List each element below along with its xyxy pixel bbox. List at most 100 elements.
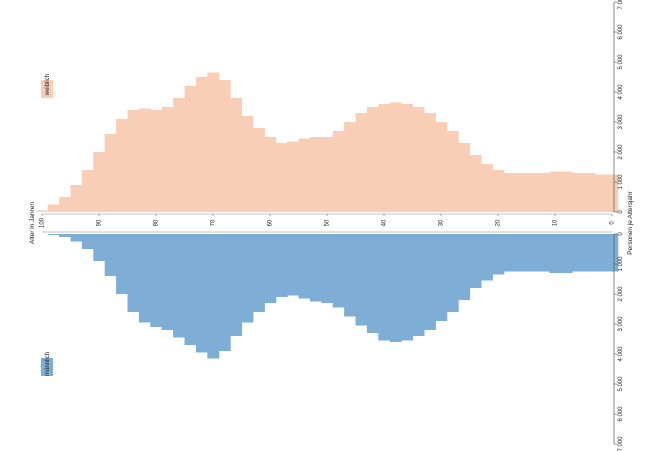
age-tick-label: 40 — [382, 219, 388, 226]
female-bar — [412, 107, 425, 212]
male-bar — [480, 234, 493, 281]
female-bar — [127, 110, 140, 212]
value-tick-label: 0 — [618, 232, 624, 236]
male-bar — [344, 234, 357, 317]
male-bar — [230, 234, 243, 336]
female-bar — [47, 204, 60, 212]
value-axis-right: 0 1 000 2 000 3 000 4 000 5 000 6 000 7 000 0 1 0… — [613, 0, 624, 451]
value-tick-label: 3 000 — [618, 316, 624, 332]
female-bar — [218, 80, 231, 212]
male-bar — [423, 234, 436, 330]
male-bar — [401, 234, 414, 341]
male-bar — [275, 234, 288, 297]
age-tick-label: 20 — [496, 219, 502, 226]
male-bar — [298, 234, 311, 299]
female-bar — [503, 173, 516, 212]
female-bar — [583, 173, 596, 212]
value-tick-label: 4 000 — [618, 346, 624, 362]
axis-labels: Alter in Jahren Personen je Altersjahr — [29, 190, 634, 254]
male-bar — [366, 234, 379, 333]
age-tick-label: 80 — [154, 219, 160, 226]
male-bar — [127, 234, 140, 312]
female-bar — [93, 152, 106, 212]
male-bar — [173, 234, 186, 338]
value-tick-label: 6 000 — [618, 406, 624, 422]
female-bar — [480, 164, 493, 212]
legend: weiblich männlich — [41, 74, 53, 376]
female-bar — [70, 185, 83, 212]
age-tick-label: 50 — [325, 219, 331, 226]
female-bar — [355, 113, 368, 212]
age-tick-label: 30 — [439, 219, 445, 226]
female-bar — [594, 174, 607, 212]
male-bar — [241, 234, 254, 323]
female-bar — [435, 122, 448, 212]
male-bar — [583, 234, 596, 272]
male-bar — [218, 234, 231, 351]
male-bar — [47, 234, 60, 235]
female-bar — [572, 173, 585, 212]
female-bar — [81, 170, 94, 212]
male-bar — [549, 234, 562, 273]
female-bar — [275, 143, 288, 212]
male-bar — [252, 234, 265, 312]
male-bar — [435, 234, 448, 321]
male-bar — [81, 234, 94, 249]
female-bar — [184, 86, 197, 212]
male-bar — [116, 234, 129, 294]
legend-swatch — [41, 358, 53, 376]
male-bar — [59, 234, 72, 237]
male-bar — [264, 234, 277, 303]
female-bar — [560, 171, 573, 212]
female-bar — [241, 116, 254, 212]
female-bar — [195, 77, 208, 212]
female-bar — [606, 174, 619, 212]
male-bar — [355, 234, 368, 326]
value-tick-label: 1 000 — [618, 174, 624, 190]
value-tick-label: 4 000 — [618, 84, 624, 100]
female-bar — [138, 108, 151, 212]
male-bar — [321, 234, 334, 303]
female-bar — [344, 122, 357, 212]
female-bar — [549, 171, 562, 212]
age-tick-label: 10 — [553, 219, 559, 226]
male-bar — [560, 234, 573, 273]
value-axis-title: Personen je Altersjahr — [627, 190, 634, 254]
female-bar — [537, 173, 550, 212]
male-bar — [594, 234, 607, 272]
female-bar — [116, 119, 129, 212]
male-bar — [572, 234, 585, 272]
male-bar — [458, 234, 471, 300]
female-bar — [492, 170, 505, 212]
male-bar — [104, 234, 117, 276]
female-bar — [378, 104, 391, 212]
female-bar — [423, 113, 436, 212]
female-bar — [446, 131, 459, 212]
female-bar — [230, 98, 243, 212]
female-bar — [515, 173, 528, 212]
legend-swatch — [41, 80, 53, 98]
female-bar — [150, 110, 163, 212]
age-tick-label: 70 — [211, 219, 217, 226]
female-bar — [469, 155, 482, 212]
value-tick-label: 2 000 — [618, 144, 624, 160]
female-bar — [104, 134, 117, 212]
male-bar — [503, 234, 516, 272]
value-tick-label: 5 000 — [618, 54, 624, 70]
value-tick-label: 0 — [618, 210, 624, 214]
female-bar — [526, 173, 539, 212]
value-tick-label: 5 000 — [618, 376, 624, 392]
female-bar — [321, 137, 334, 212]
male-bar — [93, 234, 106, 261]
female-bar — [252, 128, 265, 212]
female-bar — [207, 72, 220, 212]
legend-label: weiblich — [45, 74, 51, 96]
male-bar — [412, 234, 425, 336]
age-axis-title: Alter in Jahren — [29, 202, 36, 244]
male-bar — [378, 234, 391, 341]
female-bar — [332, 131, 345, 212]
female-bar — [59, 197, 72, 212]
male-bar — [446, 234, 459, 312]
male-bar — [287, 234, 300, 296]
